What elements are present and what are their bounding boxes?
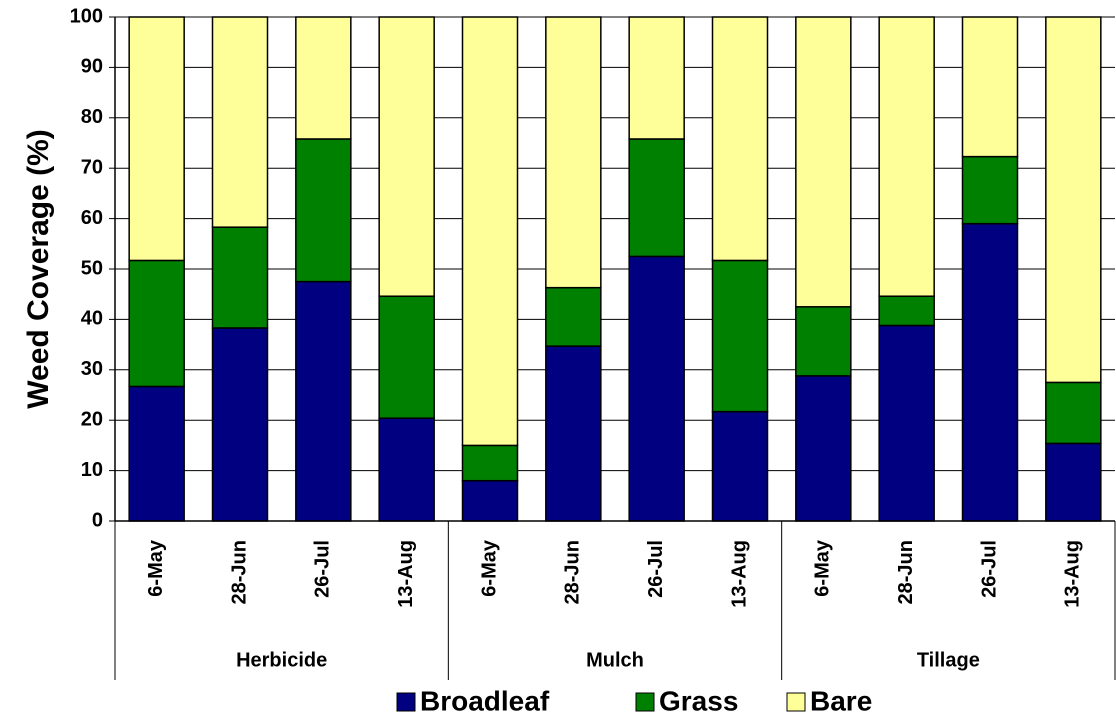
bar-segment [211, 16, 269, 228]
bar-segment [461, 479, 519, 522]
group-label: Mulch [586, 649, 644, 671]
x-tick-label: 6-May [145, 539, 167, 597]
x-tick-label: 13-Aug [395, 540, 417, 608]
y-tick-label: 40 [81, 308, 103, 330]
bar-segment [961, 155, 1019, 225]
bar-segment [211, 226, 269, 329]
legend-label: Grass [659, 685, 738, 716]
bar-segment [378, 16, 435, 297]
bar-segment [1045, 381, 1102, 445]
bar-segment [211, 327, 269, 522]
bar-segment [795, 16, 852, 308]
legend-swatch [635, 692, 655, 712]
y-tick-label: 30 [81, 358, 103, 380]
bar-segment [378, 295, 435, 419]
y-tick-label: 0 [92, 509, 103, 531]
bar-segment [878, 324, 935, 522]
x-tick-label: 26-Jul [645, 540, 667, 598]
bar-segment [378, 417, 435, 522]
legend-swatch [786, 692, 806, 712]
x-tick-label: 28-Jun [228, 540, 250, 604]
bar-segment [961, 222, 1019, 522]
bar-segment [295, 280, 352, 522]
y-tick-label: 10 [81, 459, 103, 481]
bar-segment [295, 138, 352, 283]
bar-segment [545, 345, 602, 522]
bar-segment [628, 138, 685, 258]
x-tick-label: 26-Jul [978, 540, 1000, 598]
legend-swatch [396, 692, 416, 712]
x-tick-label: 28-Jun [562, 540, 584, 604]
y-tick-label: 70 [81, 156, 103, 178]
bar-segment [711, 259, 769, 413]
legend-label: Bare [810, 685, 872, 716]
bar-segment [878, 16, 935, 297]
x-tick-label: 13-Aug [728, 540, 750, 608]
bar-segment [711, 16, 769, 262]
bar-segment [961, 16, 1019, 158]
bar-segment [461, 444, 519, 482]
bar-segment [1045, 442, 1102, 522]
bar-segment [128, 259, 185, 388]
bar-segment [128, 385, 185, 522]
group-label: Tillage [917, 649, 980, 671]
bar-segment [795, 306, 852, 377]
x-tick-label: 6-May [478, 539, 500, 597]
y-axis-title: Weed Coverage (%) [22, 129, 55, 409]
bar-segment [795, 375, 852, 522]
y-tick-label: 20 [81, 408, 103, 430]
bar-segment [711, 410, 769, 522]
bar-segment [545, 16, 602, 289]
y-tick-label: 90 [81, 56, 103, 78]
x-tick-label: 26-Jul [312, 540, 334, 598]
legend-label: Broadleaf [420, 685, 550, 716]
bar-segment [628, 16, 685, 140]
x-tick-label: 6-May [812, 539, 834, 597]
x-tick-label: 28-Jun [895, 540, 917, 604]
y-tick-label: 100 [70, 5, 103, 27]
bar-segment [628, 255, 685, 522]
y-tick-label: 50 [81, 257, 103, 279]
bar-segment [545, 286, 602, 347]
bar-segment [128, 16, 185, 262]
bar-segment [878, 295, 935, 327]
x-tick-label: 13-Aug [1062, 540, 1084, 608]
y-tick-label: 80 [81, 106, 103, 128]
bar-segment [1045, 16, 1102, 384]
y-tick-label: 60 [81, 207, 103, 229]
bar-segment [295, 16, 352, 140]
group-label: Herbicide [236, 649, 327, 671]
bar-segment [461, 16, 519, 447]
